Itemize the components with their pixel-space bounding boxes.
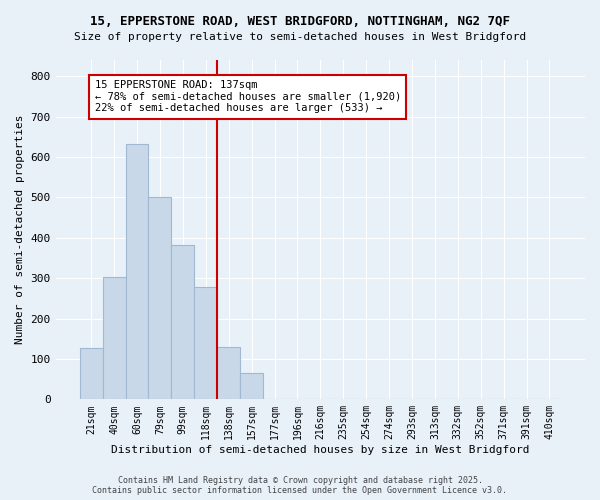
Bar: [125, 144, 148, 400]
Bar: [80, 348, 103, 400]
Text: Size of property relative to semi-detached houses in West Bridgford: Size of property relative to semi-detach…: [74, 32, 526, 42]
Y-axis label: Number of semi-detached properties: Number of semi-detached properties: [15, 115, 25, 344]
Bar: [172, 244, 194, 400]
Text: 15 EPPERSTONE ROAD: 137sqm
← 78% of semi-detached houses are smaller (1,920)
22%: 15 EPPERSTONE ROAD: 137sqm ← 78% of semi…: [95, 80, 401, 114]
X-axis label: Distribution of semi-detached houses by size in West Bridgford: Distribution of semi-detached houses by …: [111, 445, 530, 455]
Bar: [194, 287, 217, 400]
Bar: [217, 347, 240, 400]
Bar: [148, 198, 172, 400]
Bar: [103, 278, 125, 400]
Text: Contains HM Land Registry data © Crown copyright and database right 2025.
Contai: Contains HM Land Registry data © Crown c…: [92, 476, 508, 495]
Bar: [240, 373, 263, 400]
Text: 15, EPPERSTONE ROAD, WEST BRIDGFORD, NOTTINGHAM, NG2 7QF: 15, EPPERSTONE ROAD, WEST BRIDGFORD, NOT…: [90, 15, 510, 28]
